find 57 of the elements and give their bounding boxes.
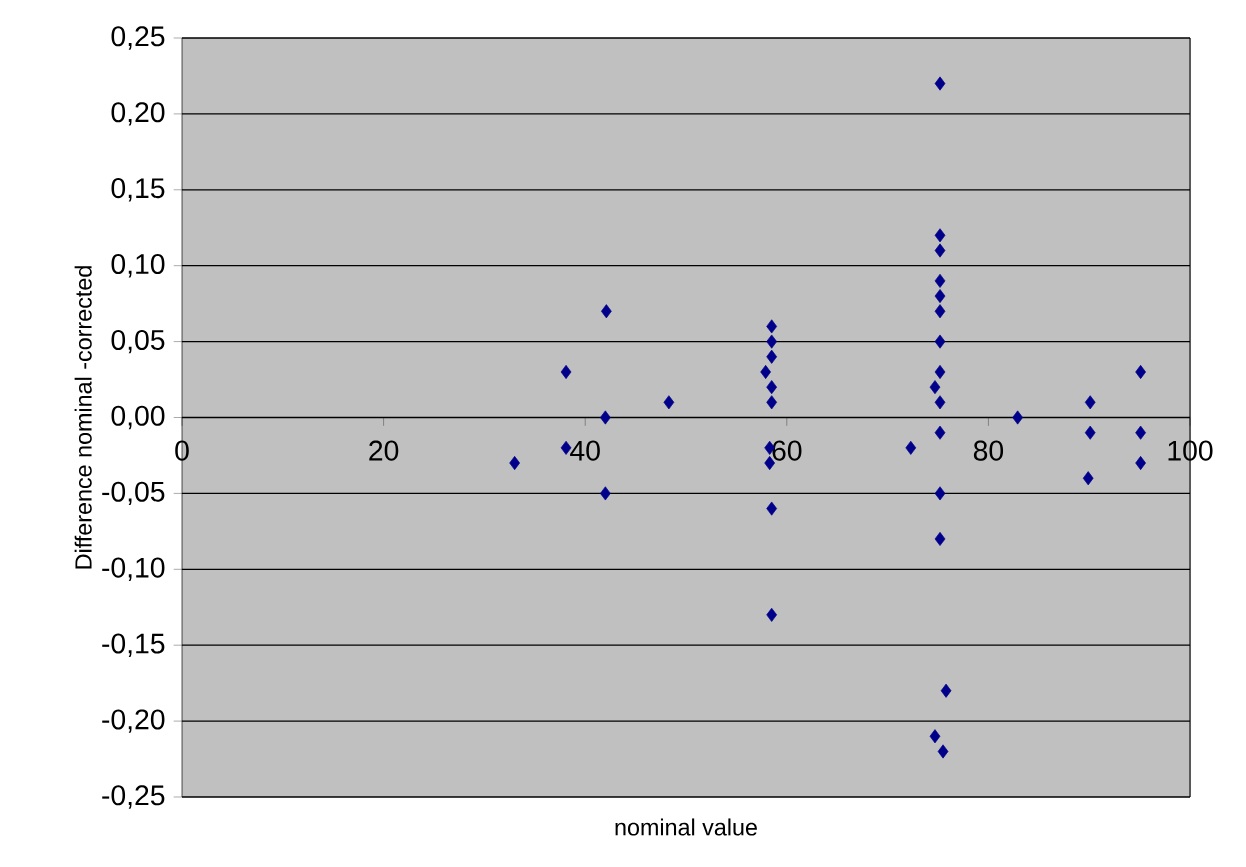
- y-tick-label: 0,25: [111, 26, 165, 50]
- y-tick-label: 0,20: [111, 102, 165, 126]
- point: [1135, 364, 1146, 379]
- point: [929, 729, 941, 744]
- point: [509, 456, 520, 471]
- x-tick-label: 60: [772, 440, 802, 461]
- point: [766, 319, 778, 334]
- point: [934, 531, 946, 546]
- point: [934, 304, 946, 319]
- point: [766, 334, 778, 349]
- point: [766, 380, 778, 395]
- point: [1084, 395, 1096, 410]
- point: [766, 607, 778, 622]
- point: [760, 364, 771, 379]
- y-tick-label: -0,20: [102, 709, 165, 733]
- y-axis-title: Difference nominal -corrected: [74, 266, 92, 569]
- point: [934, 395, 946, 410]
- point: [934, 364, 946, 379]
- y-tick-label: -0,15: [102, 633, 165, 657]
- x-tick-label: 80: [973, 440, 1004, 461]
- point: [929, 380, 941, 395]
- point: [1135, 425, 1146, 440]
- y-tick-label: -0,25: [102, 785, 165, 809]
- point: [766, 501, 778, 516]
- point: [934, 243, 946, 258]
- y-tick-label: 0,00: [111, 405, 165, 430]
- point: [560, 364, 572, 379]
- point: [600, 486, 611, 501]
- y-tick-label: -0,05: [102, 481, 165, 506]
- y-tick-label: 0,15: [111, 178, 165, 202]
- x-tick-label: 0: [175, 440, 189, 461]
- point: [934, 273, 946, 288]
- point: [1135, 456, 1146, 471]
- point: [663, 395, 675, 410]
- point: [766, 349, 778, 364]
- point: [934, 289, 946, 304]
- point: [937, 744, 949, 759]
- y-tick-label: 0,05: [111, 329, 165, 354]
- y-tick-label: -0,10: [102, 557, 165, 582]
- point: [1082, 471, 1094, 486]
- point: [934, 76, 946, 91]
- y-tick-label: 0,10: [111, 253, 165, 278]
- point: [934, 486, 946, 501]
- point: [601, 304, 612, 319]
- x-tick-label: 100: [1168, 440, 1213, 461]
- x-tick-label: 40: [570, 440, 600, 461]
- point: [1084, 425, 1096, 440]
- point: [934, 228, 946, 243]
- x-tick-label: 20: [369, 440, 399, 461]
- point: [940, 683, 952, 698]
- point: [1012, 410, 1023, 425]
- point: [766, 395, 778, 410]
- point: [905, 440, 917, 455]
- point: [600, 410, 611, 425]
- x-axis-title: nominal value: [615, 818, 757, 836]
- point: [934, 425, 946, 440]
- point: [934, 334, 946, 349]
